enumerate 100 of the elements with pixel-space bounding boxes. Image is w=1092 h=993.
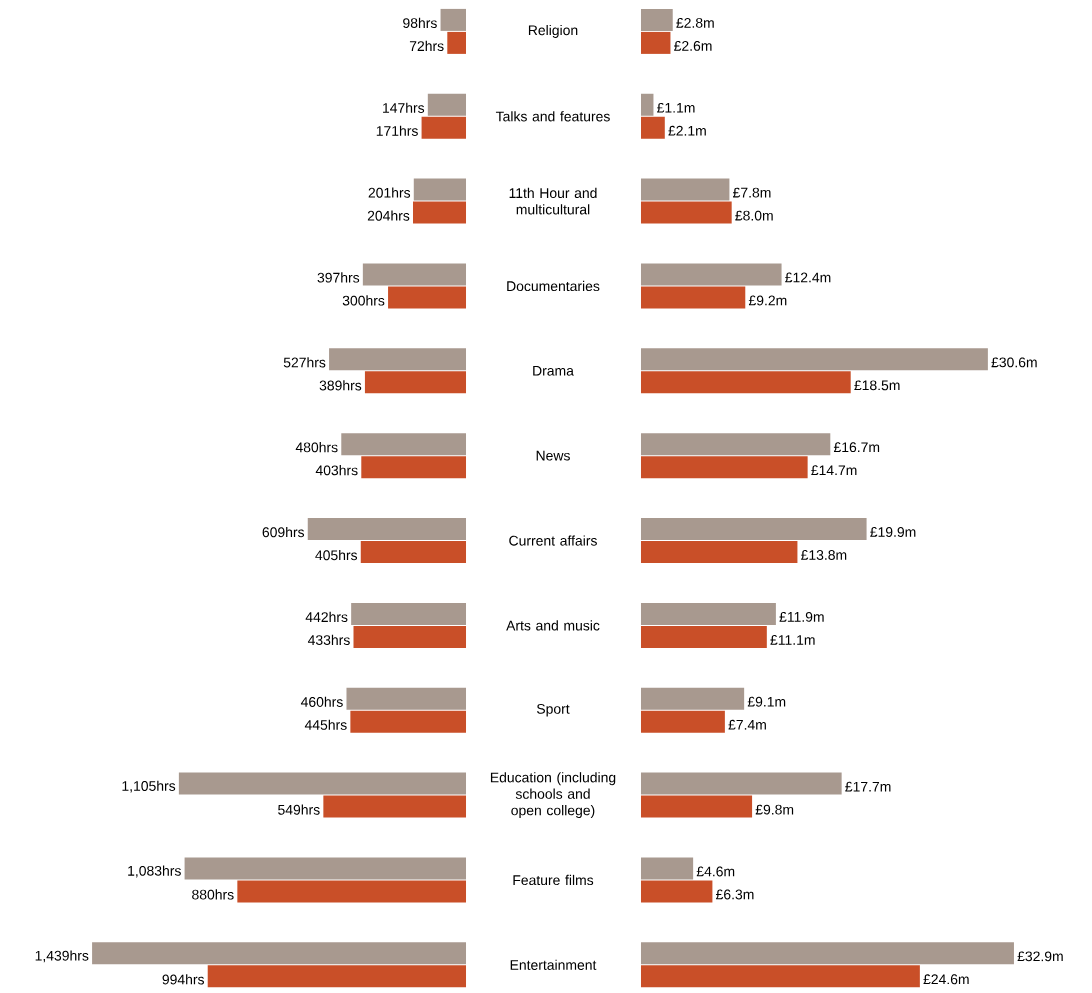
bar (329, 348, 467, 371)
bar (640, 8, 673, 31)
y-tick-label: Arts and music (506, 620, 600, 631)
data-label: 72hrs (409, 40, 444, 52)
bar (447, 31, 467, 54)
bar (440, 8, 467, 31)
bar (640, 518, 867, 541)
y-tick-label: Religion (528, 24, 578, 38)
data-label: £1.1m (657, 102, 695, 113)
bar (351, 602, 467, 625)
data-label: £30.6m (991, 357, 1037, 368)
data-label: £6.3m (716, 889, 754, 900)
bar (640, 286, 746, 309)
bar (341, 433, 467, 456)
data-label: £2.6m (674, 41, 712, 51)
bar (353, 625, 467, 648)
data-label: 445hrs (304, 719, 347, 730)
data-label: 389hrs (319, 380, 362, 391)
data-label: £4.6m (696, 866, 735, 877)
bar (640, 371, 851, 394)
bar (640, 456, 808, 479)
data-label: £2.8m (676, 18, 714, 28)
bar (640, 772, 842, 795)
data-label: £14.7m (811, 465, 857, 476)
bar (413, 178, 467, 201)
y-tick-label: Documentaries (507, 280, 600, 292)
data-label: £19.9m (870, 527, 916, 538)
bar (640, 263, 782, 286)
bar (640, 857, 694, 880)
bar (346, 687, 467, 710)
bar (640, 31, 671, 54)
y-tick-label: Feature films (513, 874, 594, 886)
bar (640, 433, 831, 456)
bar (640, 795, 753, 818)
y-tick-label: Current affairs (509, 535, 597, 546)
data-label: £9.1m (747, 696, 786, 707)
data-label: 480hrs (295, 442, 338, 453)
data-label: £13.8m (801, 550, 847, 561)
bar (640, 687, 745, 710)
data-label: £11.1m (770, 635, 815, 645)
y-tick-label: Drama (533, 366, 574, 376)
data-label: 201hrs (368, 187, 411, 198)
data-label: 609hrs (262, 527, 305, 538)
data-label: 405hrs (315, 550, 358, 561)
bar (362, 263, 467, 286)
data-label: 460hrs (300, 696, 343, 707)
y-tick-label: Talks and features (495, 111, 610, 122)
data-label: £32.9m (1017, 951, 1063, 962)
bar (207, 965, 467, 988)
bar (361, 456, 467, 479)
data-label: 880hrs (192, 889, 234, 900)
y-tick-label: Education (including schools and open college) (490, 772, 616, 819)
data-label: 433hrs (307, 634, 350, 646)
data-label: £16.7m (833, 442, 880, 453)
bar (640, 541, 798, 564)
data-label: £7.8m (733, 187, 771, 198)
data-label: 171hrs (376, 125, 418, 136)
data-label: £7.4m (728, 719, 766, 730)
data-label: £9.8m (755, 804, 794, 815)
bar (640, 965, 920, 988)
data-label: 204hrs (367, 210, 410, 221)
bar (388, 286, 467, 309)
bar (421, 116, 467, 139)
data-label: 1,439hrs (35, 950, 89, 963)
bar (640, 201, 732, 224)
bar (360, 541, 467, 564)
bar (307, 518, 467, 541)
y-tick-label: News (536, 450, 570, 461)
bar (640, 93, 654, 116)
data-label: 403hrs (315, 465, 358, 476)
bar (350, 710, 467, 733)
bar (364, 371, 467, 394)
y-tick-label: Entertainment (510, 959, 597, 971)
data-label: 397hrs (317, 272, 360, 283)
data-label: 147hrs (383, 102, 425, 113)
bar (640, 348, 988, 371)
data-label: 1,083hrs (128, 865, 181, 878)
bar (323, 795, 467, 818)
data-label: £9.2m (748, 295, 787, 306)
data-label: £18.5m (854, 380, 900, 391)
y-tick-label: 11th Hour and multicultural (509, 187, 597, 215)
data-label: £8.0m (735, 210, 773, 221)
data-label: 300hrs (342, 295, 385, 306)
bar (178, 772, 467, 795)
bar (640, 880, 713, 903)
bar (92, 942, 467, 965)
bar (640, 116, 665, 139)
bar (237, 880, 467, 903)
data-label: 1,105hrs (122, 780, 176, 793)
data-label: 442hrs (305, 611, 348, 623)
bar (640, 178, 730, 201)
y-tick-label: Sport (536, 704, 570, 717)
data-label: £12.4m (785, 272, 831, 283)
data-label: £2.1m (668, 125, 706, 136)
bar (640, 602, 776, 625)
data-label: £11.9m (779, 612, 824, 622)
bar (640, 942, 1014, 965)
bar (427, 93, 467, 116)
data-label: 994hrs (162, 974, 204, 985)
bar (413, 201, 467, 224)
